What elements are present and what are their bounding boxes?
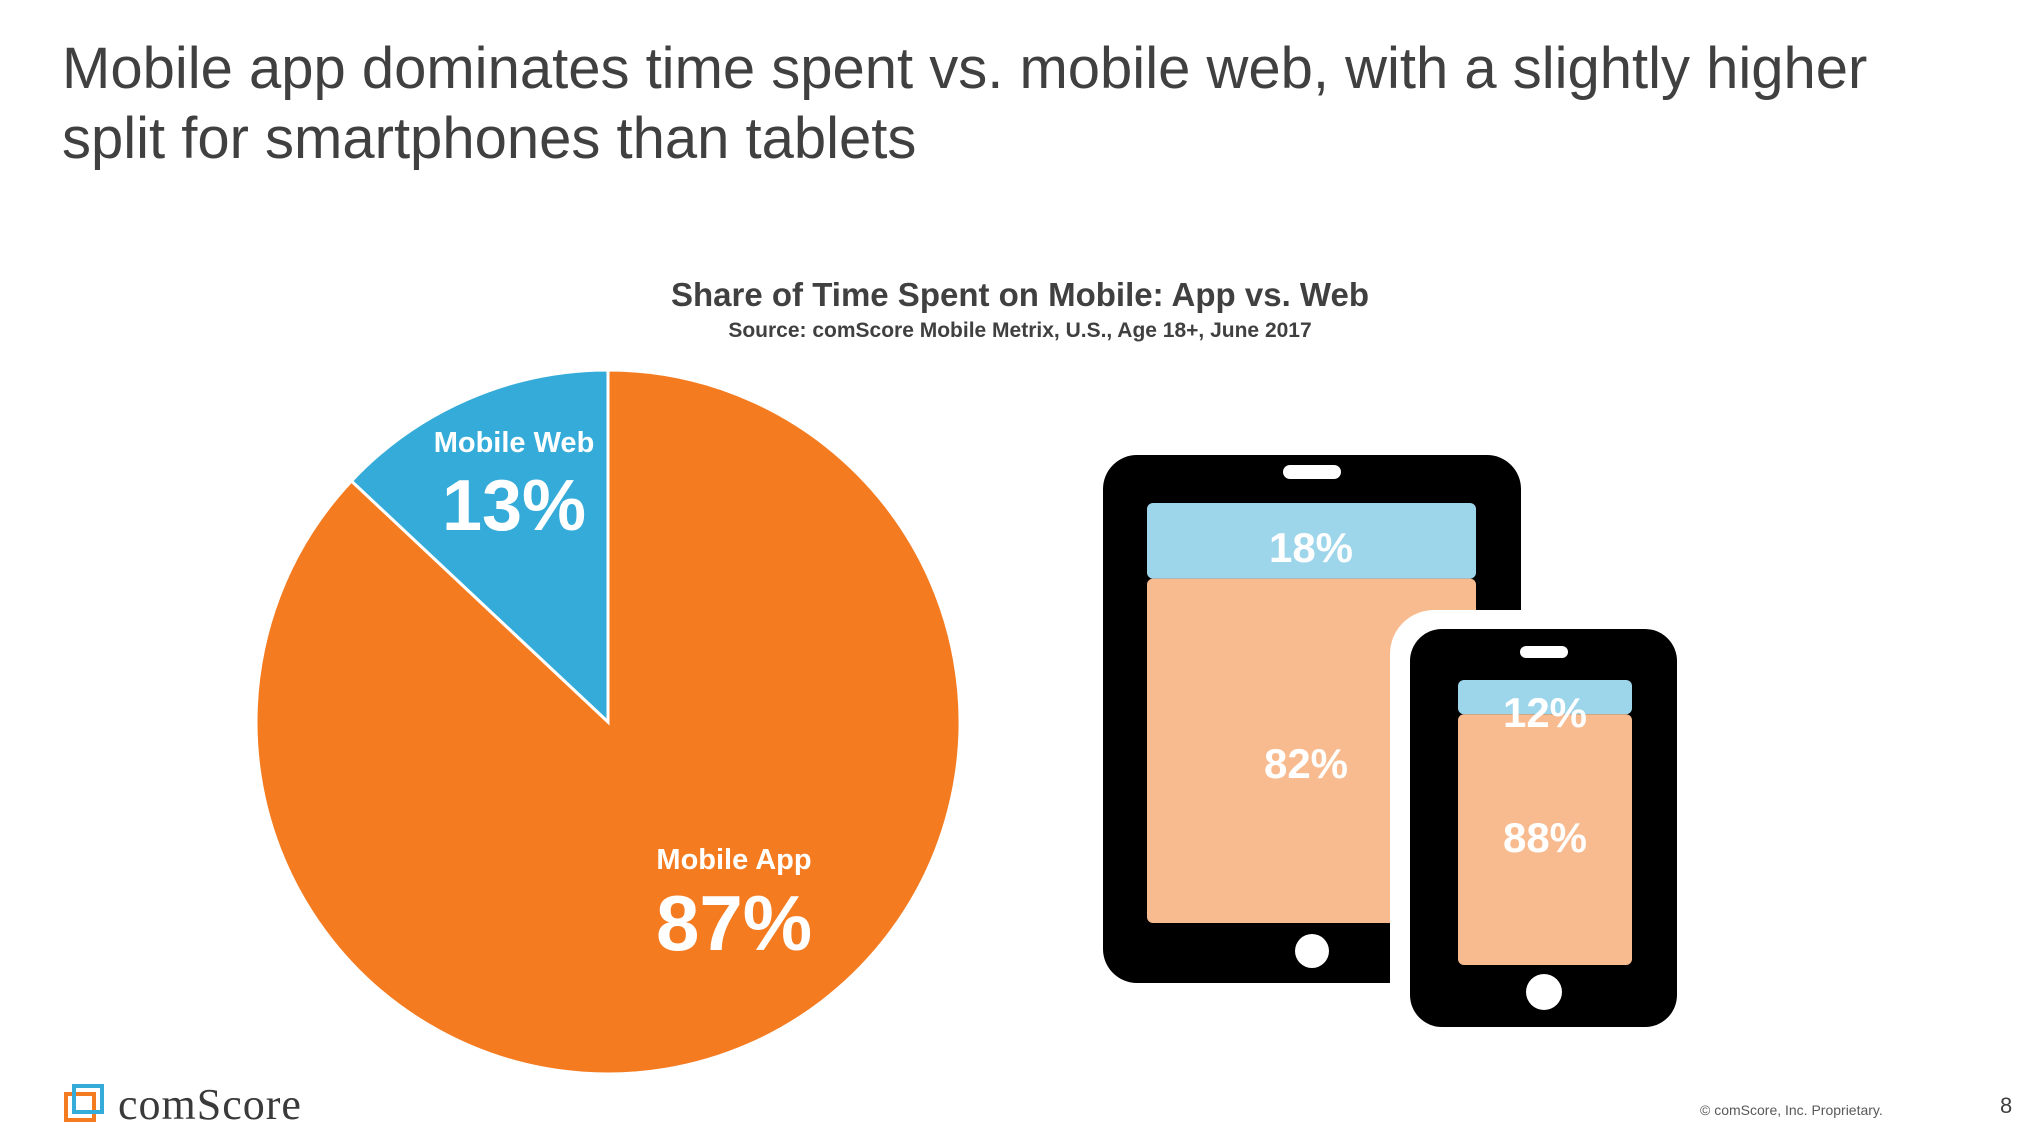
copyright-notice: © comScore, Inc. Proprietary. <box>1700 1102 1883 1118</box>
smartphone-app-segment <box>1458 714 1632 965</box>
smartphone-app-label: 88% <box>1503 814 1587 861</box>
comscore-logo: comScore <box>62 1080 302 1129</box>
pie-label-mobile-web-value: 13% <box>442 466 586 546</box>
tablet-web-segment <box>1147 503 1476 579</box>
page-title: Mobile app dominates time spent vs. mobi… <box>62 36 1868 171</box>
tablet-app-label: 82% <box>1264 740 1348 787</box>
smartphone-icon: 12% 88% <box>1410 629 1677 1027</box>
pie-slice-mobile-app <box>254 368 962 1076</box>
chart-subtitle: Source: comScore Mobile Metrix, U.S., Ag… <box>728 319 1312 342</box>
pie-label-mobile-app-value: 87% <box>656 879 812 967</box>
comscore-logo-icon <box>64 1084 104 1122</box>
page-number: 8 <box>2000 1093 2013 1118</box>
smartphone-web-label: 12% <box>1503 689 1587 736</box>
pie-label-mobile-web-name: Mobile Web <box>434 427 595 459</box>
logo-text: comScore <box>118 1079 302 1129</box>
chart-title: Share of Time Spent on Mobile: App vs. W… <box>671 276 1369 313</box>
pie-slice-mobile-web <box>349 368 610 726</box>
pie-label-mobile-app-name: Mobile App <box>656 844 811 876</box>
smartphone-web-segment <box>1458 680 1632 715</box>
tablet-web-label: 18% <box>1269 524 1353 571</box>
